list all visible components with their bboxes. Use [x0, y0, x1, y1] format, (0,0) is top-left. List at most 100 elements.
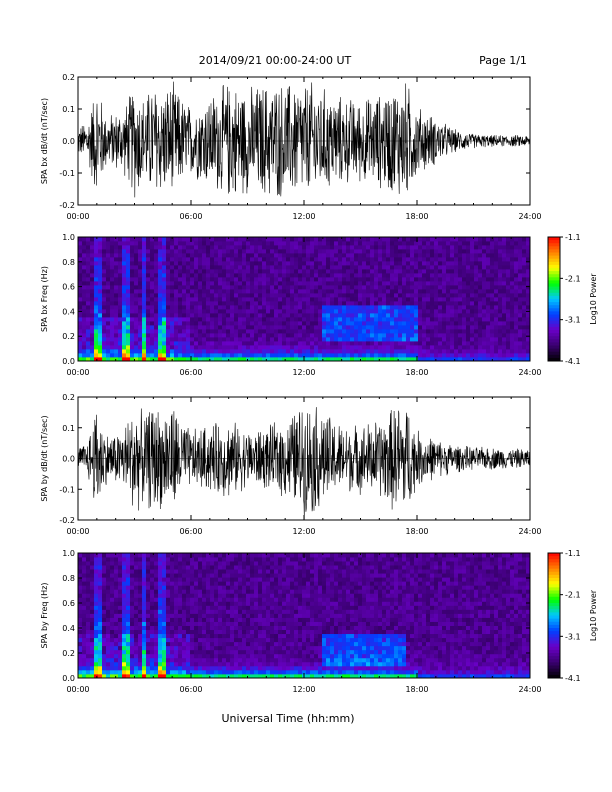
spectrogram-cell [258, 309, 263, 314]
colorbar-segment [548, 289, 560, 294]
spectrogram-cell [462, 277, 467, 282]
spectrogram-cell [194, 653, 199, 659]
spectrogram-cell [102, 593, 107, 598]
spectrogram-cell [194, 609, 199, 614]
spectrogram-cell [338, 277, 343, 282]
spectrogram-cell [506, 265, 511, 270]
spectrogram-cell [366, 333, 371, 338]
spectrogram-cell [258, 265, 263, 270]
spectrogram-cell [94, 601, 99, 606]
spectrogram-cell [214, 329, 219, 334]
spectrogram-cell [190, 649, 195, 655]
spectrogram-cell [474, 269, 479, 274]
spectrogram-cell [166, 289, 171, 294]
spectrogram-cell [114, 245, 119, 250]
spectrogram-cell [362, 313, 367, 318]
spectrogram-cell [402, 257, 407, 262]
spectrogram-cell [142, 353, 147, 358]
spectrogram-cell [130, 341, 135, 346]
spectrogram-cell [414, 281, 419, 286]
spectrogram-cell [110, 241, 115, 246]
spectrogram-cell [118, 593, 123, 598]
spectrogram-cell [350, 245, 355, 250]
spectrogram-cell [138, 305, 143, 310]
spectrogram-cell [94, 661, 99, 667]
spectrogram-cell [470, 277, 475, 282]
spectrogram-cell [114, 329, 119, 334]
spectrogram-cell [374, 265, 379, 270]
spectrogram-cell [150, 625, 155, 631]
spectrogram-cell [202, 273, 207, 278]
spectrogram-cell [306, 325, 311, 330]
spectrogram-cell [438, 325, 443, 330]
spectrogram-cell [138, 317, 143, 322]
spectrogram-cell [186, 277, 191, 282]
spectrogram-cell [202, 557, 207, 562]
spectrogram-cell [278, 245, 283, 250]
spectrogram-cell [114, 581, 119, 586]
spectrogram-cell [506, 349, 511, 354]
spectrogram-cell [402, 241, 407, 246]
spectrogram-cell [422, 333, 427, 338]
spectrogram-cell [198, 569, 203, 574]
spectrogram-cell [338, 341, 343, 346]
spectrogram-cell [166, 273, 171, 278]
spectrogram-cell [450, 301, 455, 306]
spectrogram-cell [230, 561, 235, 566]
spectrogram-cell [126, 657, 131, 663]
spectrogram-cell [362, 305, 367, 310]
spectrogram-cell [298, 349, 303, 354]
spectrogram-cell [394, 333, 399, 338]
spectrogram-cell [238, 345, 243, 350]
spectrogram-cell [298, 277, 303, 282]
spectrogram-cell [194, 277, 199, 282]
spectrogram-cell [422, 349, 427, 354]
spectrogram-cell [222, 589, 227, 594]
spectrogram-cell [206, 345, 211, 350]
spectrogram-cell [82, 657, 87, 663]
spectrogram-cell [350, 317, 355, 322]
spectrogram-cell [294, 345, 299, 350]
spectrogram-cell [110, 345, 115, 350]
spectrogram-cell [102, 653, 107, 659]
spectrogram-cell [282, 269, 287, 274]
spectrogram-cell [86, 641, 91, 647]
spectrogram-cell [418, 345, 423, 350]
spectrogram-cell [118, 341, 123, 346]
spectrogram-cell [454, 317, 459, 322]
spectrogram-cell [158, 293, 163, 298]
spectrogram-cell [94, 657, 99, 663]
spectrogram-cell [398, 261, 403, 266]
spectrogram-cell [134, 657, 139, 663]
spectrogram-cell [118, 581, 123, 586]
spectrogram-cell [78, 633, 83, 639]
spectrogram-cell [154, 281, 159, 286]
spectrogram-cell [150, 289, 155, 294]
spectrogram-cell [250, 313, 255, 318]
spectrogram-cell [94, 333, 99, 338]
spectrogram-cell [130, 621, 135, 626]
spectrogram-cell [466, 241, 471, 246]
spectrogram-cell [94, 613, 99, 618]
spectrogram-cell [366, 237, 371, 242]
spectrogram-cell [486, 313, 491, 318]
spectrogram-cell [194, 329, 199, 334]
spectrogram-cell [398, 289, 403, 294]
spectrogram-cell [222, 629, 227, 635]
spectrogram-cell [206, 281, 211, 286]
spectrogram-cell [218, 609, 223, 614]
spectrogram-cell [218, 585, 223, 590]
spectrogram-cell [130, 581, 135, 586]
spectrogram-cell [322, 241, 327, 246]
spectrogram-cell [502, 329, 507, 334]
spectrogram-cell [254, 337, 259, 342]
spectrogram-cell [466, 293, 471, 298]
spectrogram-cell [422, 289, 427, 294]
spectrogram-cell [146, 657, 151, 663]
spectrogram-cell [98, 317, 103, 322]
spectrogram-cell [386, 285, 391, 290]
spectrogram-cell [182, 633, 187, 639]
spectrogram-cell [158, 345, 163, 350]
spectrogram-cell [522, 293, 527, 298]
spectrogram-cell [150, 325, 155, 330]
